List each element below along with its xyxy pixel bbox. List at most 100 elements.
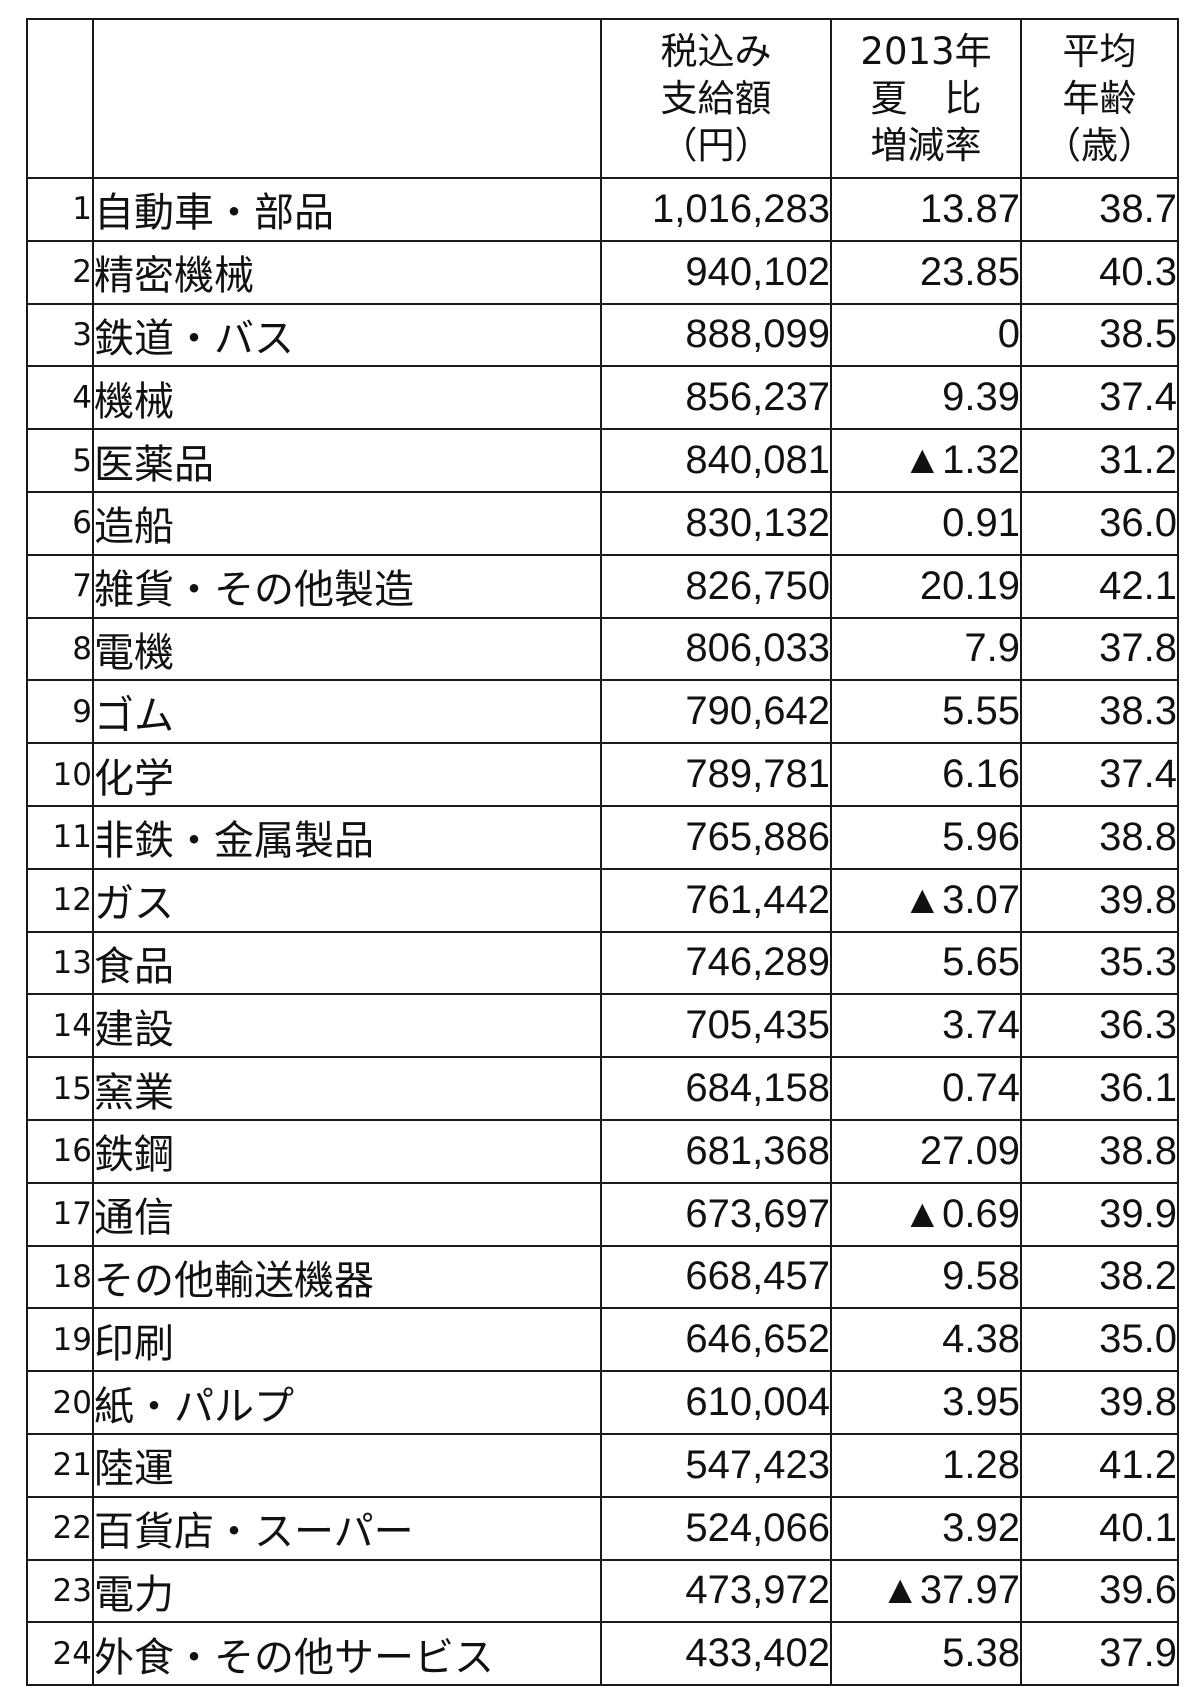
header-change: 2013年 夏 比 増減率 — [830, 18, 1022, 179]
amount-cell: 646,652 — [600, 1307, 832, 1373]
amount-cell: 826,750 — [600, 553, 832, 619]
header-amount-line: 支給額 — [660, 77, 772, 120]
average-age-cell: 38.8 — [1020, 1118, 1179, 1184]
rank-cell: 10 — [26, 742, 94, 807]
average-age-cell: 36.3 — [1020, 993, 1179, 1059]
industry-cell: 電力 — [92, 1558, 602, 1624]
change-rate-cell: 5.55 — [830, 679, 1022, 745]
table-row: 9 ゴム 790,642 5.55 38.3 — [26, 679, 1179, 745]
header-amount-line: 税込み — [660, 30, 772, 73]
amount-cell: 547,423 — [600, 1432, 832, 1498]
change-rate-cell: ▲0.69 — [830, 1181, 1022, 1247]
table-row: 20 紙・パルプ 610,004 3.95 39.8 — [26, 1370, 1179, 1435]
header-change-line: 2013年 — [860, 30, 992, 73]
bonus-ranking-table: 税込み 支給額 （円） 2013年 夏 比 増減率 平均 年齢 （歳） 1 自動車… — [26, 18, 1179, 1687]
industry-cell: 陸運 — [92, 1432, 602, 1498]
industry-cell: 医薬品 — [92, 428, 602, 493]
industry-cell: 化学 — [92, 742, 602, 807]
table-row: 18 その他輸送機器 668,457 9.58 38.2 — [26, 1244, 1179, 1310]
industry-cell: 鉄道・バス — [92, 302, 602, 368]
rank-cell: 13 — [26, 930, 94, 996]
change-rate-cell: 5.38 — [830, 1621, 1022, 1687]
amount-cell: 684,158 — [600, 1056, 832, 1121]
average-age-cell: 37.8 — [1020, 616, 1179, 682]
amount-cell: 761,442 — [600, 867, 832, 933]
amount-cell: 830,132 — [600, 490, 832, 556]
table-row: 24 外食・その他サービス 433,402 5.38 37.9 — [26, 1621, 1179, 1687]
rank-cell: 12 — [26, 867, 94, 933]
change-rate-cell: 1.28 — [830, 1432, 1022, 1498]
table-row: 22 百貨店・スーパー 524,066 3.92 40.1 — [26, 1495, 1179, 1561]
rank-cell: 23 — [26, 1558, 94, 1624]
table-row: 15 窯業 684,158 0.74 36.1 — [26, 1056, 1179, 1121]
rank-cell: 9 — [26, 679, 94, 745]
header-row: 税込み 支給額 （円） 2013年 夏 比 増減率 平均 年齢 （歳） — [26, 18, 1179, 179]
industry-cell: 鉄鋼 — [92, 1118, 602, 1184]
average-age-cell: 39.6 — [1020, 1558, 1179, 1624]
average-age-cell: 40.3 — [1020, 239, 1179, 305]
industry-cell: 非鉄・金属製品 — [92, 804, 602, 870]
industry-cell: 雑貨・その他製造 — [92, 553, 602, 619]
average-age-cell: 38.3 — [1020, 679, 1179, 745]
rank-cell: 4 — [26, 365, 94, 431]
table-row: 21 陸運 547,423 1.28 41.2 — [26, 1432, 1179, 1498]
table-row: 7 雑貨・その他製造 826,750 20.19 42.1 — [26, 553, 1179, 619]
average-age-cell: 39.8 — [1020, 1370, 1179, 1435]
change-rate-cell: 3.74 — [830, 993, 1022, 1059]
rank-cell: 1 — [26, 177, 94, 242]
table-row: 6 造船 830,132 0.91 36.0 — [26, 490, 1179, 556]
amount-cell: 765,886 — [600, 804, 832, 870]
industry-cell: 機械 — [92, 365, 602, 431]
table-row: 12 ガス 761,442 ▲3.07 39.8 — [26, 867, 1179, 933]
average-age-cell: 41.2 — [1020, 1432, 1179, 1498]
average-age-cell: 38.8 — [1020, 804, 1179, 870]
average-age-cell: 36.0 — [1020, 490, 1179, 556]
industry-cell: 印刷 — [92, 1307, 602, 1373]
industry-cell: 紙・パルプ — [92, 1370, 602, 1435]
average-age-cell: 38.7 — [1020, 177, 1179, 242]
change-rate-cell: 9.39 — [830, 365, 1022, 431]
amount-cell: 806,033 — [600, 616, 832, 682]
change-rate-cell: 27.09 — [830, 1118, 1022, 1184]
amount-cell: 681,368 — [600, 1118, 832, 1184]
table-row: 23 電力 473,972 ▲37.97 39.6 — [26, 1558, 1179, 1624]
average-age-cell: 35.0 — [1020, 1307, 1179, 1373]
table-row: 16 鉄鋼 681,368 27.09 38.8 — [26, 1118, 1179, 1184]
industry-cell: 造船 — [92, 490, 602, 556]
table-row: 3 鉄道・バス 888,099 0 38.5 — [26, 302, 1179, 368]
rank-cell: 24 — [26, 1621, 94, 1687]
header-age-line: 年齢 — [1062, 77, 1137, 120]
rank-cell: 20 — [26, 1370, 94, 1435]
rank-cell: 5 — [26, 428, 94, 493]
table-row: 8 電機 806,033 7.9 37.8 — [26, 616, 1179, 682]
rank-cell: 14 — [26, 993, 94, 1059]
average-age-cell: 37.9 — [1020, 1621, 1179, 1687]
table-row: 4 機械 856,237 9.39 37.4 — [26, 365, 1179, 431]
rank-cell: 17 — [26, 1181, 94, 1247]
industry-cell: 自動車・部品 — [92, 177, 602, 242]
rank-cell: 19 — [26, 1307, 94, 1373]
header-amount-line: （円） — [660, 124, 772, 167]
rank-cell: 3 — [26, 302, 94, 368]
industry-cell: 百貨店・スーパー — [92, 1495, 602, 1561]
average-age-cell: 42.1 — [1020, 553, 1179, 619]
change-rate-cell: ▲3.07 — [830, 867, 1022, 933]
change-rate-cell: 4.38 — [830, 1307, 1022, 1373]
industry-cell: 建設 — [92, 993, 602, 1059]
amount-cell: 789,781 — [600, 742, 832, 807]
change-rate-cell: 5.96 — [830, 804, 1022, 870]
table-row: 19 印刷 646,652 4.38 35.0 — [26, 1307, 1179, 1373]
table-row: 13 食品 746,289 5.65 35.3 — [26, 930, 1179, 996]
table-row: 5 医薬品 840,081 ▲1.32 31.2 — [26, 428, 1179, 493]
rank-cell: 6 — [26, 490, 94, 556]
header-change-line: 夏 比 — [870, 77, 982, 120]
amount-cell: 524,066 — [600, 1495, 832, 1561]
change-rate-cell: 0.91 — [830, 490, 1022, 556]
rank-cell: 8 — [26, 616, 94, 682]
change-rate-cell: 13.87 — [830, 177, 1022, 242]
industry-cell: 食品 — [92, 930, 602, 996]
table-row: 17 通信 673,697 ▲0.69 39.9 — [26, 1181, 1179, 1247]
header-age-line: （歳） — [1044, 124, 1155, 167]
header-age: 平均 年齢 （歳） — [1020, 18, 1179, 179]
amount-cell: 790,642 — [600, 679, 832, 745]
